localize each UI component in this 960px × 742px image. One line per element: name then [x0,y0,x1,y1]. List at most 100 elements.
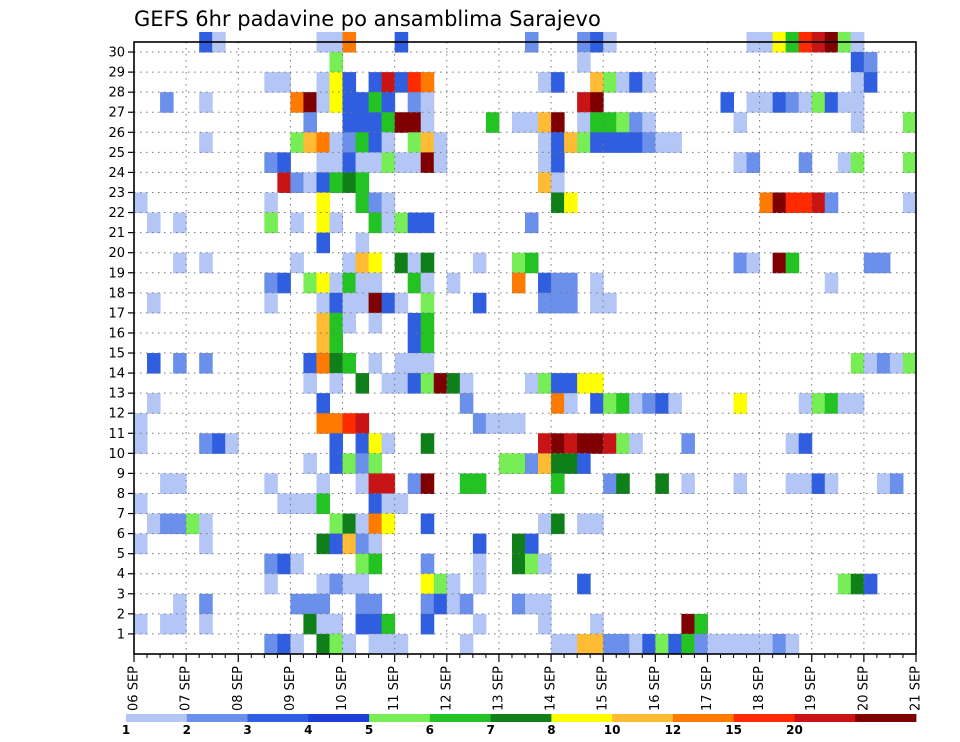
precip-cell [381,373,396,394]
precip-cell [407,112,422,133]
precip-cell [368,473,383,494]
precip-cell [642,633,656,655]
precip-cell [668,393,682,414]
precip-cell [355,453,370,474]
precip-cell [577,52,591,73]
x-tick-label: 20 SEP [856,666,871,711]
precip-cell [902,112,917,133]
precip-cell [694,613,708,635]
precip-cell [316,192,330,214]
x-tick-label: 08 SEP [231,666,246,711]
chart-title: GEFS 6hr padavine po ansamblima Sarajevo [134,7,601,31]
precip-cell [368,192,383,214]
precip-cell [264,292,278,314]
precip-cell [668,633,682,655]
y-tick-label: 21 [108,226,125,241]
precip-cell [147,393,161,414]
precip-cell [381,633,396,655]
colorbar-swatch [126,714,188,722]
precip-cell [329,172,344,193]
precip-cell [316,292,330,314]
precip-cell [329,72,344,93]
precip-cell [316,353,330,374]
precip-cell [394,112,409,133]
precip-cell [355,152,370,173]
precip-cell [264,192,278,214]
precip-cell [277,633,291,655]
precip-cell [212,433,226,454]
precip-cell [290,252,304,274]
precip-cell [368,152,383,173]
precip-cell [850,573,865,595]
precip-cell [199,593,213,615]
colorbar-label: 1 [122,723,130,737]
precip-cell [642,72,656,93]
precip-cell [551,473,565,494]
precip-cell [329,633,344,655]
x-tick-label: 15 SEP [596,666,611,711]
y-tick-label: 11 [108,427,125,442]
precip-cell [551,373,565,394]
precip-cell [303,353,317,374]
colorbar-label: 6 [426,723,434,737]
precip-cell [342,272,357,294]
precip-cell [290,553,304,575]
precip-cell [355,613,370,635]
grid-lines [134,42,916,654]
y-tick-label: 30 [108,46,125,61]
colorbar-label: 2 [183,723,191,737]
precip-cell [316,132,330,153]
precip-cell [590,132,604,153]
precip-cell [655,473,669,494]
precip-cell [472,573,487,595]
precip-cell [850,112,865,133]
precip-cell [681,633,695,655]
precip-cell [290,92,304,113]
precip-cell [577,513,591,535]
precip-cell [329,373,344,394]
precip-cell [147,292,161,314]
precip-cell [316,152,330,173]
precip-cell [824,92,839,113]
precip-cell [368,453,383,474]
precip-cell [316,413,330,434]
precip-cell [511,272,526,294]
precip-cell [329,292,344,314]
precip-cell [368,593,383,615]
precip-cell [759,192,774,214]
precip-cell [824,192,839,214]
precip-cell [590,373,604,394]
precip-cell [577,132,591,153]
precip-cell [616,132,630,153]
precip-cell [551,152,565,173]
precip-cell [147,513,161,535]
y-tick-label: 13 [108,387,125,402]
precip-cell [316,533,330,555]
precip-cell [772,252,787,274]
x-tick-label: 09 SEP [283,666,298,711]
precip-cell [173,513,187,535]
precip-cell [603,433,617,454]
precip-cell [525,252,539,274]
y-tick-label: 27 [108,106,125,121]
y-tick-label: 16 [108,326,125,341]
precip-cell [316,613,330,635]
y-tick-label: 3 [117,587,125,602]
precip-cell [564,292,578,314]
precip-cell [329,272,344,294]
precip-cell [824,393,839,414]
precip-cell [303,493,317,515]
precip-cell [551,112,565,133]
precip-cell [342,132,357,153]
x-tick-label: 12 SEP [439,666,454,711]
precip-cell [303,453,317,474]
precip-cell [394,493,409,515]
precip-cell [316,473,330,494]
precip-cell [394,152,409,173]
precip-cell [472,252,487,274]
precip-cell [785,633,800,655]
precip-cell [538,112,552,133]
precip-cell [577,633,591,655]
precip-cell [329,453,344,474]
